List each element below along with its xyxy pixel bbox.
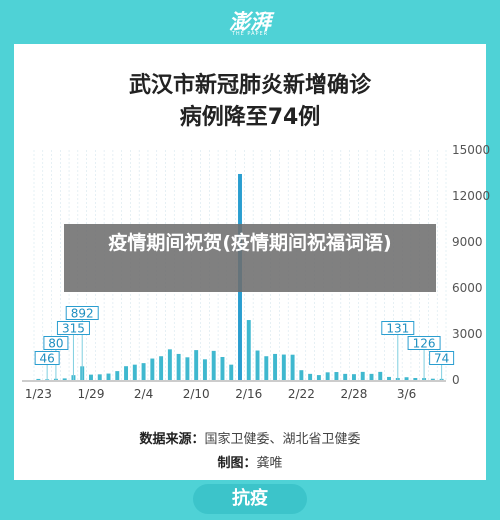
annotation-box [381,321,415,335]
brand-subtitle: THE PAPER [231,31,269,37]
y-tick-label: 12000 [452,189,490,203]
annotation-label: 80 [48,337,63,351]
bar [325,372,330,380]
annotation-box [429,351,455,365]
source-value: 国家卫健委、湖北省卫健委 [204,432,361,447]
y-tick-label: 0 [452,373,460,387]
bar [115,371,120,380]
y-tick-label: 9000 [452,235,483,249]
bar [167,349,172,380]
bar [387,376,391,380]
bar [369,373,374,380]
bar [229,364,234,380]
annotation-box [34,351,60,365]
bar [97,374,102,380]
annotation-label: 315 [62,322,85,336]
bar [413,378,418,380]
bar [106,373,111,380]
brand-logo: 澎湃 [229,9,271,34]
annotation-box [407,336,441,350]
author-label: 制图： [217,456,257,471]
annotation-box [43,336,69,350]
annotation-label: 892 [71,307,94,321]
chart-title-line1: 武汉市新冠肺炎新增确诊 [128,73,371,98]
bar [430,378,435,380]
overlay-text: 疫情期间祝贺(疫情期间祝福词语) [108,232,392,254]
bar [220,357,225,380]
overlay-banner [64,224,436,292]
bar [62,378,67,380]
bar [316,375,321,380]
x-tick-label: 2/4 [134,387,153,401]
bar [176,353,181,380]
bar [246,320,251,380]
bar [308,373,313,380]
bar [334,372,339,380]
annotation-box [56,321,90,335]
bar [264,356,269,380]
bar [360,371,365,380]
bar [281,354,286,380]
bar [299,370,304,380]
x-tick-label: 2/16 [235,387,262,401]
bar [124,366,129,380]
y-tick-label: 15000 [452,143,490,157]
bar [150,358,155,380]
y-tick-label: 6000 [452,281,483,295]
chart-title-line2: 病例降至74例 [179,105,321,130]
bar [343,373,348,380]
x-tick-label: 1/29 [78,387,105,401]
data-source: 数据来源：国家卫健委、湖北省卫健委 [0,428,500,447]
bar [159,356,164,380]
bar [132,364,137,380]
bar [211,350,216,380]
x-tick-label: 2/28 [340,387,367,401]
x-tick-label: 2/10 [183,387,210,401]
bar [273,353,278,380]
y-tick-label: 3000 [452,327,483,341]
annotation-label: 74 [434,352,449,366]
bar [378,371,383,380]
author-value: 龚唯 [256,456,283,471]
annotation-box [65,306,99,320]
x-tick-label: 3/6 [397,387,416,401]
annotation-label: 126 [413,337,436,351]
bar [194,350,199,380]
kangyi-button[interactable]: 抗疫 [193,484,307,514]
bar [89,374,93,380]
chart-title: 武汉市新冠肺炎新增确诊 病例降至74例 [0,70,500,134]
annotation-label: 131 [386,322,409,336]
bar [404,377,409,380]
annotation-label: 46 [40,352,55,366]
x-tick-label: 2/22 [288,387,315,401]
source-label: 数据来源： [139,432,205,447]
bar [185,357,190,380]
bar [290,354,295,380]
bar [255,350,260,380]
bar [36,378,41,380]
bar [351,374,356,380]
chart-author: 制图：龚唯 [0,452,500,471]
x-tick-label: 1/23 [25,387,52,401]
bar [141,363,146,380]
bar [202,359,207,380]
